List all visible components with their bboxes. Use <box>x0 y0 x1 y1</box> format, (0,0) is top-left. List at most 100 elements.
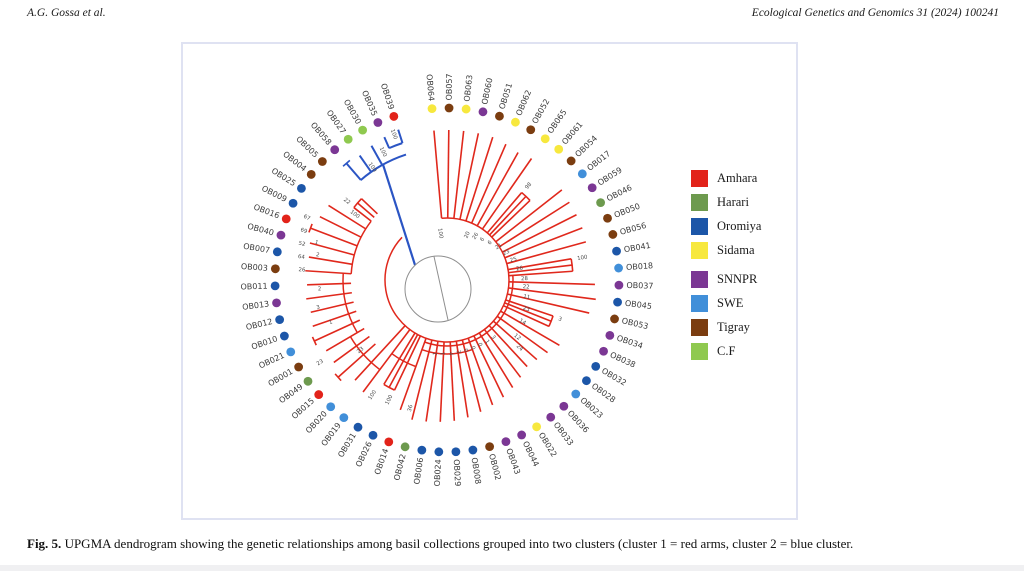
bootstrap-value: 11 <box>523 294 531 301</box>
branch-OB051 <box>465 136 494 222</box>
tip-label-OB062: OB062 <box>514 89 533 117</box>
bootstrap-value: 0 <box>462 348 469 353</box>
branch-OB027 <box>358 155 372 173</box>
branch-cap <box>308 223 313 233</box>
legend-label: SNNPR <box>717 272 758 286</box>
leaf-dot-OB033 <box>546 412 556 422</box>
branch-OB009 <box>319 215 362 238</box>
tip-label-OB026: OB026 <box>354 440 374 468</box>
leaf-dot-OB005 <box>317 157 327 166</box>
bootstrap-value: 26 <box>516 265 524 272</box>
branch-OB059 <box>498 201 570 248</box>
leaf-dot-OB043 <box>501 437 511 446</box>
tip-label-OB006: OB006 <box>412 457 425 485</box>
branch-OB015 <box>337 343 376 378</box>
leaf-dot-OB046 <box>596 198 606 208</box>
leaf-dot-OB018 <box>614 263 623 273</box>
legend-swatch <box>691 170 708 187</box>
leaf-dot-OB054 <box>566 156 576 166</box>
tip-label-OB056: OB056 <box>619 221 647 237</box>
root-circle <box>404 255 472 323</box>
branch-OB010 <box>312 310 357 328</box>
leaf-dot-OB016 <box>281 214 291 224</box>
branch-OB033 <box>483 328 522 378</box>
leaf-dot-OB025 <box>297 183 306 193</box>
tip-label-OB038: OB038 <box>609 350 637 369</box>
branch-cap <box>342 159 351 167</box>
branch-OB003 <box>305 269 352 275</box>
legend-label: Sidama <box>717 243 755 257</box>
tip-label-OB014: OB014 <box>373 447 391 476</box>
branch-OB036 <box>488 324 528 368</box>
tip-label-OB008: OB008 <box>470 457 483 485</box>
leaf-dot-OB014 <box>384 437 394 447</box>
tip-label-OB018: OB018 <box>626 261 654 272</box>
join-stem <box>488 195 527 236</box>
branch-OB045 <box>508 287 596 301</box>
bootstrap-value: 26 <box>298 267 306 274</box>
join-stem <box>357 202 375 218</box>
branch-OB024 <box>439 341 445 422</box>
tip-label-OB013: OB013 <box>242 299 270 312</box>
bootstrap-value: 100 <box>385 394 395 406</box>
leaf-dot-OB017 <box>577 169 587 179</box>
leaf-dot-OB031 <box>353 422 363 432</box>
branch-OB007 <box>308 256 353 266</box>
leaf-dot-OB010 <box>279 331 289 341</box>
bootstrap-value: 4 <box>447 352 453 356</box>
bootstrap-value: 67 <box>302 214 311 222</box>
leaf-dot-OB003 <box>270 264 280 274</box>
branch-OB056 <box>506 241 587 265</box>
branch-OB031 <box>383 332 416 385</box>
join-bracket <box>383 383 395 391</box>
branch-OB030 <box>370 145 384 166</box>
tip-label-OB053: OB053 <box>621 316 649 331</box>
blue-node-arc <box>360 153 407 181</box>
tip-label-OB001: OB001 <box>267 367 295 388</box>
legend-label: Tigray <box>717 320 750 334</box>
branch-OB022 <box>478 332 514 388</box>
tip-label-OB019: OB019 <box>320 421 343 448</box>
leaf-dot-OB024 <box>434 447 444 457</box>
branch-OB063 <box>453 130 465 219</box>
tip-label-OB017: OB017 <box>585 149 612 173</box>
bootstrap-value: 26 <box>472 231 481 240</box>
leaf-dot-OB060 <box>478 107 488 117</box>
branch-OB060 <box>459 133 480 220</box>
bootstrap-value: 100 <box>349 209 361 220</box>
spine-arc <box>384 217 510 343</box>
bootstrap-value: 23 <box>502 249 511 257</box>
leaf-dot-OB038 <box>599 346 608 356</box>
leaf-dot-OB035 <box>373 118 383 127</box>
tip-label-OB007: OB007 <box>242 242 270 255</box>
tip-label-OB015: OB015 <box>290 396 316 421</box>
legend-swatch <box>691 295 708 312</box>
bootstrap-value: 1 <box>328 319 333 326</box>
leaf-dot-OB063 <box>461 104 471 114</box>
branch-OB029 <box>449 341 456 421</box>
tip-label-OB030: OB030 <box>342 98 363 126</box>
leaf-dot-OB027 <box>343 134 353 144</box>
bootstrap-value: 69 <box>299 227 308 235</box>
branch-OB011 <box>307 282 352 286</box>
bootstrap-value: 1 <box>314 240 319 247</box>
branch-OB064 <box>433 130 443 219</box>
branch-OB044 <box>473 335 505 398</box>
branch-OB034 <box>505 299 554 317</box>
leaf-dot-OB022 <box>532 422 542 432</box>
bootstrap-value: 1 <box>441 352 447 356</box>
tip-label-OB009: OB009 <box>260 184 288 204</box>
leaf-dot-OB006 <box>417 445 427 455</box>
branch-OB004 <box>353 206 372 222</box>
spine-arc <box>424 275 514 347</box>
branch-OB061 <box>486 192 523 234</box>
tip-label-OB016: OB016 <box>252 202 280 220</box>
spine-arc <box>421 348 473 355</box>
leaf-dot-OB034 <box>605 330 615 340</box>
leaf-dot-OB009 <box>288 198 298 208</box>
branch-OB013 <box>306 291 352 300</box>
bootstrap-value: 2 <box>318 286 322 292</box>
tip-label-OB039: OB039 <box>379 82 396 111</box>
join-bracket <box>570 258 574 272</box>
